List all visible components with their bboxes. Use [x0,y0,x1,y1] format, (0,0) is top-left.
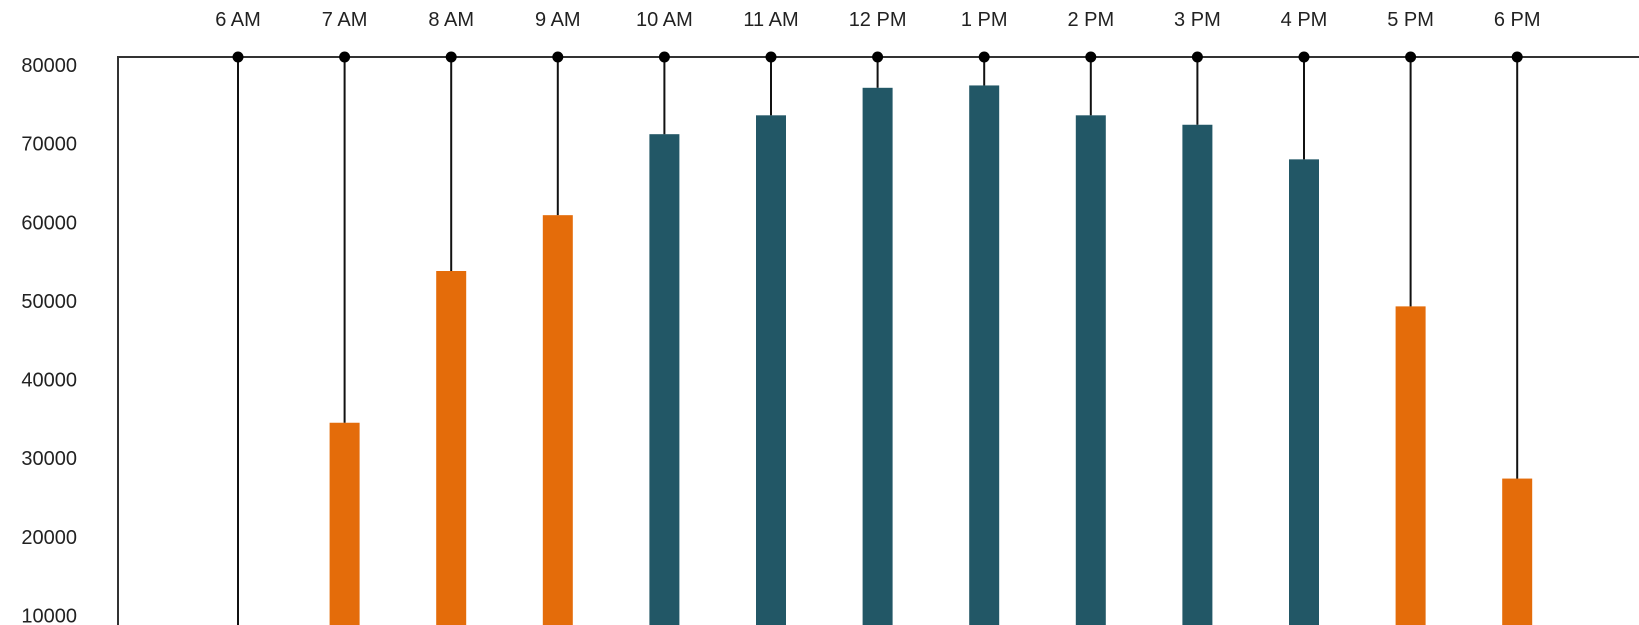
bar-10-am [649,134,680,625]
hour-label-10-am: 10 AM [636,9,693,31]
hour-label-6-am: 6 AM [215,9,261,31]
stem-dot-8-am [445,51,457,63]
stem-dot-12-pm [872,51,884,63]
hour-label-5-pm: 5 PM [1387,9,1434,31]
bar-12-pm [862,87,893,625]
bar-2-pm [1075,115,1106,625]
y-tick-label-80000: 80000 [21,55,77,77]
stem-dot-7-am [339,51,351,63]
bar-6-pm [1502,478,1533,625]
bar-1-pm [969,85,1000,625]
y-tick-label-50000: 50000 [21,291,77,313]
y-tick-labels-group: 10000 20000 30000 40000 50000 60000 70000 80000 [21,55,77,625]
bar-4-pm [1289,159,1319,625]
y-tick-label-10000: 10000 [21,605,77,625]
stems-group [237,57,1519,625]
bar-7-am [329,422,360,625]
hour-label-1-pm: 1 PM [961,9,1008,31]
y-tick-label-40000: 40000 [21,370,77,392]
hour-label-6-pm: 6 PM [1494,9,1541,31]
hour-label-2-pm: 2 PM [1067,9,1114,31]
hour-labels-group: 6 AM 7 AM 8 AM 9 AM 10 AM 11 AM 12 PM 1 PM 2 PM 3… [215,9,1540,31]
stem-dot-4-pm [1298,51,1310,63]
y-tick-label-30000: 30000 [21,448,77,470]
stem-dot-11-am [765,51,777,63]
stem-dot-5-pm [1405,51,1417,63]
bar-3-pm [1182,124,1213,625]
bar-8-am [436,270,467,625]
hour-label-4-pm: 4 PM [1281,9,1328,31]
y-tick-label-20000: 20000 [21,527,77,549]
dots-group [232,51,1523,63]
bar-11-am [756,115,786,625]
stem-dot-9-am [552,51,564,63]
stem-dot-6-pm [1511,51,1523,63]
bars-group [329,85,1533,625]
hour-label-3-pm: 3 PM [1174,9,1221,31]
y-tick-label-70000: 70000 [21,134,77,156]
hour-label-12-pm: 12 PM [849,9,907,31]
stem-dot-10-am [658,51,670,63]
hour-label-9-am: 9 AM [535,9,581,31]
stem-dot-2-pm [1085,51,1097,63]
hour-label-8-am: 8 AM [428,9,474,31]
hour-label-11-am: 11 AM [743,9,798,31]
bar-5-pm [1395,306,1426,625]
y-tick-label-60000: 60000 [21,212,77,234]
hour-label-7-am: 7 AM [322,9,368,31]
bar-9-am [542,215,573,625]
stem-dot-3-pm [1191,51,1203,63]
stem-dot-1-pm [978,51,990,63]
stem-dot-6-am [232,51,244,63]
